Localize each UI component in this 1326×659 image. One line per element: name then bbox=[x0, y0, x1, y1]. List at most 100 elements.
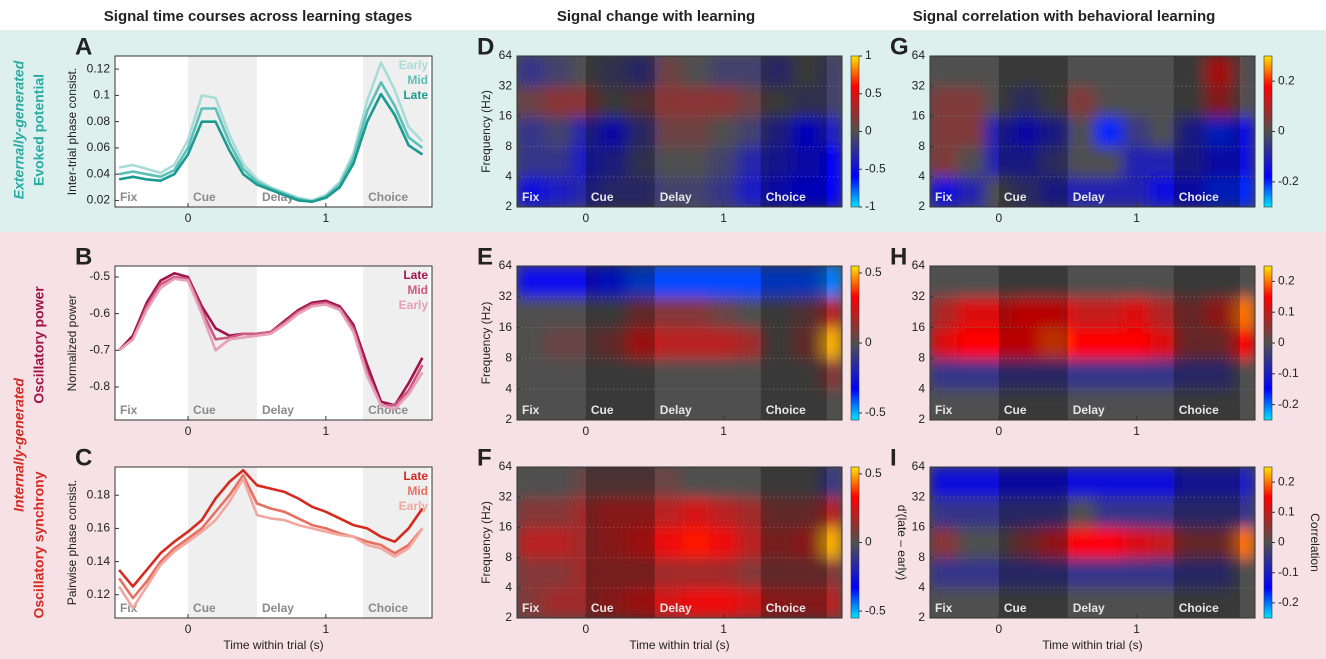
heatmap-cell bbox=[819, 388, 842, 420]
heatmap-cell bbox=[764, 266, 793, 298]
heatmap-cell bbox=[1204, 526, 1234, 559]
y-tick-label: 0.18 bbox=[87, 487, 111, 501]
row-signal: Oscillatory synchrony bbox=[31, 471, 47, 618]
heatmap-cell bbox=[736, 266, 766, 298]
y-tick-label: 4 bbox=[505, 169, 512, 183]
heatmap-cell bbox=[599, 176, 628, 207]
legend-entry: Late bbox=[403, 268, 428, 282]
heatmap-cell bbox=[764, 587, 793, 618]
heatmap-cell bbox=[1149, 496, 1179, 528]
heatmap-cell bbox=[709, 496, 738, 528]
heatmap bbox=[930, 467, 1255, 618]
heatmap-cell bbox=[764, 357, 793, 390]
heatmap-cell bbox=[764, 56, 793, 87]
heatmap-cell bbox=[957, 526, 986, 559]
heatmap-cell bbox=[764, 176, 793, 207]
heatmap-cell bbox=[1039, 388, 1069, 420]
heatmap-cell bbox=[544, 496, 573, 528]
heatmap-cell bbox=[1149, 296, 1179, 329]
heatmap-cell bbox=[599, 496, 628, 528]
plot-area: Fix Cue Delay Choice bbox=[115, 56, 432, 207]
heatmap-cell bbox=[1067, 327, 1096, 359]
heatmap-cell bbox=[764, 557, 793, 589]
heatmap-cell bbox=[791, 176, 821, 207]
heatmap-cell bbox=[654, 266, 683, 298]
colorbar-tick-label: 0.1 bbox=[1278, 504, 1295, 518]
plot-frame bbox=[516, 466, 843, 619]
epoch-shade bbox=[585, 266, 655, 420]
heatmap-cell bbox=[1177, 587, 1206, 618]
legend-entry: Mid bbox=[407, 484, 428, 498]
heatmap-cell bbox=[791, 557, 821, 589]
heatmap-cell bbox=[681, 526, 711, 559]
heatmap-cell bbox=[984, 296, 1014, 329]
heatmap-cell bbox=[709, 357, 738, 390]
heatmap-cell bbox=[736, 388, 766, 420]
y-tick-label: 4 bbox=[505, 381, 512, 395]
heatmap-cell bbox=[1149, 327, 1179, 359]
heatmap-cell bbox=[1039, 146, 1069, 178]
heatmap-cell bbox=[764, 526, 793, 559]
y-tick-label: 64 bbox=[499, 258, 513, 272]
heatmap-cell bbox=[1122, 587, 1151, 618]
heatmap-cell bbox=[599, 557, 628, 589]
row-kind: Internally-generated bbox=[11, 378, 27, 512]
epoch-label: Fix bbox=[935, 601, 953, 615]
heatmap-cell bbox=[1122, 327, 1151, 359]
y-tick-label: -0.8 bbox=[89, 379, 110, 393]
heatmap-cell bbox=[957, 388, 986, 420]
heatmap-cell bbox=[681, 56, 711, 87]
heatmap-cell bbox=[681, 115, 711, 148]
heatmap-cell bbox=[1204, 146, 1234, 178]
heatmap-cell bbox=[681, 266, 711, 298]
heatmap-cell bbox=[1177, 557, 1206, 589]
heatmap-cell bbox=[791, 327, 821, 359]
y-tick-label: 8 bbox=[505, 550, 512, 564]
heatmap-cell bbox=[819, 296, 842, 329]
heatmap-cell bbox=[599, 388, 628, 420]
y-tick-label: 16 bbox=[912, 109, 926, 123]
heatmap-cell bbox=[736, 526, 766, 559]
heatmap-cell bbox=[791, 388, 821, 420]
heatmap-cell bbox=[544, 296, 573, 329]
heatmap-cell bbox=[1067, 146, 1096, 178]
y-axis-label: Frequency (Hz) bbox=[479, 501, 493, 584]
heatmap-cell bbox=[1177, 357, 1206, 390]
heatmap-cell bbox=[1094, 85, 1124, 117]
heatmap-cell bbox=[736, 85, 766, 117]
y-tick-label: 32 bbox=[499, 78, 513, 92]
x-axis-label: Time within trial (s) bbox=[629, 638, 729, 652]
line bbox=[118, 469, 424, 588]
y-tick-label: 0.14 bbox=[87, 554, 111, 568]
x-tick-label: 0 bbox=[996, 622, 1003, 636]
heatmap-cell bbox=[1122, 146, 1151, 178]
heatmap-cell bbox=[1177, 176, 1206, 207]
heatmap-cell bbox=[1232, 85, 1255, 117]
heatmap-cell bbox=[571, 176, 601, 207]
heatmap-cell bbox=[626, 85, 656, 117]
heatmap-cell bbox=[1122, 115, 1151, 148]
heatmap-cell bbox=[709, 587, 738, 618]
heatmap-cell bbox=[1039, 526, 1069, 559]
plot-area: Fix Cue Delay Choice bbox=[930, 56, 1255, 207]
heatmap-cell bbox=[681, 467, 711, 498]
heatmap-cell bbox=[984, 146, 1014, 178]
epoch-label: Fix bbox=[120, 190, 138, 204]
colorbar-tick-label: 0.1 bbox=[1278, 304, 1295, 318]
heatmap-cell bbox=[681, 176, 711, 207]
heatmap bbox=[517, 467, 842, 618]
heatmap-cell bbox=[984, 266, 1014, 298]
colorbar-tick-label: -1 bbox=[865, 199, 876, 213]
epoch-shade bbox=[188, 56, 257, 207]
heatmap-cell bbox=[681, 388, 711, 420]
heatmap-cell bbox=[599, 357, 628, 390]
heatmap-cell bbox=[736, 467, 766, 498]
colorbar-tick-label: 1 bbox=[865, 48, 872, 62]
heatmap-cell bbox=[957, 587, 986, 618]
heatmap-cell bbox=[1067, 357, 1096, 390]
x-tick-label: 1 bbox=[323, 211, 330, 225]
panel-letter: B bbox=[75, 243, 92, 270]
x-tick-label: 1 bbox=[323, 424, 330, 438]
heatmap-cell bbox=[791, 56, 821, 87]
colorbar-tick-label: -0.5 bbox=[865, 161, 886, 175]
